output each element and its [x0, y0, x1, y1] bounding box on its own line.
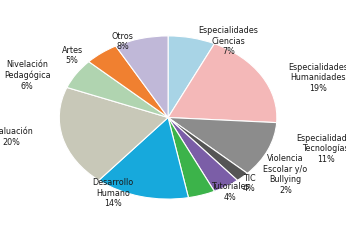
Text: Violencia
Escolar y/o
Bullying
2%: Violencia Escolar y/o Bullying 2% [263, 154, 308, 195]
Text: Especialidades
Humanidades
19%: Especialidades Humanidades 19% [288, 63, 346, 93]
Text: Desarrollo
Humano
14%: Desarrollo Humano 14% [92, 178, 134, 208]
Text: Tutoriales
4%: Tutoriales 4% [211, 182, 250, 202]
Wedge shape [168, 118, 247, 180]
Wedge shape [168, 44, 277, 123]
Wedge shape [67, 62, 168, 118]
Wedge shape [59, 87, 168, 180]
Wedge shape [168, 118, 237, 191]
Wedge shape [168, 118, 215, 198]
Wedge shape [116, 36, 168, 117]
Text: TIC
4%: TIC 4% [243, 174, 255, 193]
Text: Evaluación
20%: Evaluación 20% [0, 127, 33, 147]
Text: Especialidades
Tecnologías
11%: Especialidades Tecnologías 11% [296, 134, 346, 164]
Text: Especialidades
Ciencias
7%: Especialidades Ciencias 7% [199, 26, 258, 56]
Text: Artes
5%: Artes 5% [62, 46, 83, 65]
Text: Otros
8%: Otros 8% [111, 32, 134, 51]
Wedge shape [89, 46, 168, 118]
Wedge shape [168, 118, 277, 173]
Wedge shape [168, 36, 215, 117]
Wedge shape [99, 118, 189, 199]
Text: Nivelación
Pedagógica
6%: Nivelación Pedagógica 6% [4, 60, 51, 91]
